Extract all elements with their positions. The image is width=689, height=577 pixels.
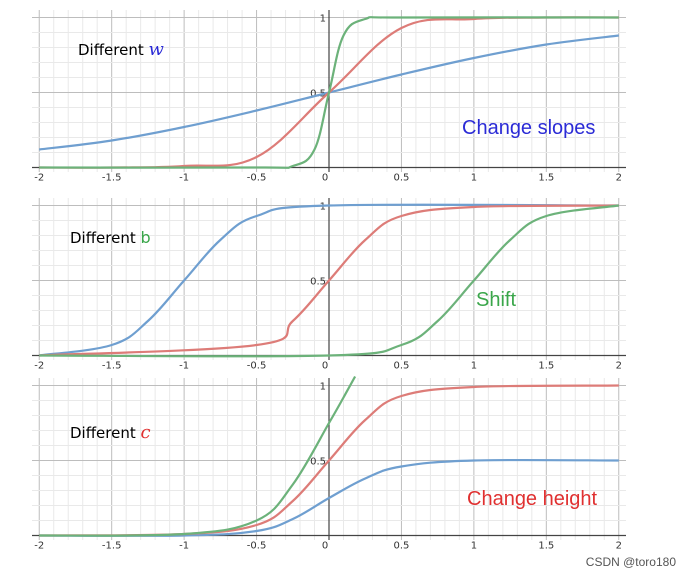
y-tick-label: 1 [320, 14, 326, 25]
x-tick-label: -2 [34, 541, 44, 552]
x-tick-label: -0.5 [247, 361, 267, 372]
y-tick-label: 1 [320, 202, 326, 213]
panel-title-param: c [141, 422, 151, 443]
panel-title-param: b [141, 228, 151, 247]
y-tick-label: 1 [320, 382, 326, 393]
y-tick-label: 0.5 [310, 457, 326, 468]
x-tick-label: -0.5 [247, 541, 267, 552]
series-line-green [39, 375, 357, 537]
panel-title: Different b [70, 228, 151, 247]
panel-annotation: Shift [476, 289, 516, 311]
x-tick-label: -1.5 [102, 173, 122, 184]
panel-annotation: Change height [467, 488, 598, 510]
x-tick-label: -1 [179, 173, 189, 184]
panel-1: -2 -1.5 -1 -0.5 0 0.5 1 1.5 2 0.5 1 Different w Chan… [32, 10, 626, 184]
y-tick-label: 0.5 [310, 89, 326, 100]
panel-title-prefix: Different [78, 41, 149, 59]
x-tick-label: 1 [471, 173, 477, 184]
x-tick-label: -1 [179, 541, 189, 552]
x-tick-label: -2 [34, 361, 44, 372]
panel-title: Different w [78, 39, 165, 60]
x-tick-label: 2 [616, 361, 622, 372]
panel-title-param: w [149, 39, 165, 60]
x-tick-label: 0 [322, 173, 328, 184]
panel-title: Different c [70, 422, 151, 443]
series-line-green [39, 16, 619, 169]
x-tick-label: 0 [322, 541, 328, 552]
panel-3: -2 -1.5 -1 -0.5 0 0.5 1 1.5 2 0.5 1 Different c Chan… [32, 375, 626, 552]
panel-title-prefix: Different [70, 424, 141, 442]
x-tick-label: 0 [322, 361, 328, 372]
x-tick-label: 0.5 [393, 173, 409, 184]
series-line-red [39, 204, 619, 357]
x-tick-label: -0.5 [247, 173, 267, 184]
x-tick-label: 1.5 [538, 173, 554, 184]
credit-label: CSDN @toro180 [586, 555, 677, 569]
x-tick-label: 1 [471, 541, 477, 552]
x-tick-label: 2 [616, 173, 622, 184]
x-tick-label: 1 [471, 361, 477, 372]
x-tick-label: 2 [616, 541, 622, 552]
y-tick-label: 0.5 [310, 277, 326, 288]
x-tick-label: 1.5 [538, 541, 554, 552]
x-tick-label: 0.5 [393, 541, 409, 552]
series-line-blue [39, 203, 619, 357]
x-tick-label: -1 [179, 361, 189, 372]
panel-title-prefix: Different [70, 229, 141, 247]
x-tick-label: -1.5 [102, 361, 122, 372]
panel-2: -2 -1.5 -1 -0.5 0 0.5 1 1.5 2 0.5 1 Different b Shif… [32, 198, 626, 372]
x-tick-label: 0.5 [393, 361, 409, 372]
x-tick-label: 1.5 [538, 361, 554, 372]
series-line-blue [39, 458, 619, 537]
x-tick-label: -2 [34, 173, 44, 184]
panel-annotation: Change slopes [462, 117, 595, 139]
series-line-green [39, 204, 619, 358]
x-tick-label: -1.5 [102, 541, 122, 552]
